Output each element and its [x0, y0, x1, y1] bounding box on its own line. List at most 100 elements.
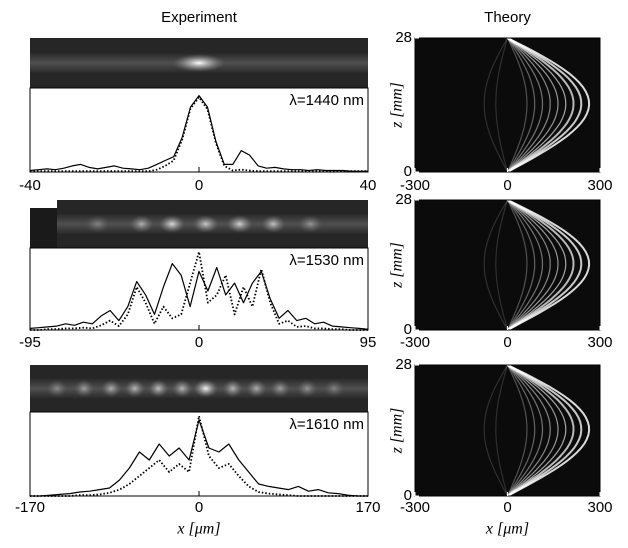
caustic-curve [507, 364, 591, 497]
y-tick-label: 28 [395, 356, 412, 373]
profile-line [29, 263, 369, 330]
camera-spot [261, 215, 286, 233]
camera-image-edge [30, 208, 57, 248]
plot-frame [29, 87, 369, 173]
y-tick-label: 28 [395, 191, 412, 208]
x-tick-label: -40 [19, 177, 41, 194]
camera-spot [192, 215, 219, 233]
caustic-curve [507, 199, 551, 331]
caustic-curve [506, 199, 536, 331]
camera-spot [193, 379, 218, 398]
x-tick-label: 0 [195, 499, 203, 516]
camera-spot [172, 379, 193, 398]
wavelength-annotation: λ=1610 nm [289, 416, 364, 433]
wavelength-annotation: λ=1530 nm [289, 252, 364, 269]
y-tick-label: 0 [404, 487, 412, 504]
camera-spot [298, 215, 323, 233]
y-axis-label: z [mm] [389, 82, 406, 129]
profile-line [30, 96, 368, 173]
y-tick-label: 0 [404, 321, 412, 338]
plot-frame [29, 247, 369, 331]
camera-spot [129, 215, 154, 233]
camera-spot [222, 379, 243, 398]
x-tick-label: -95 [19, 334, 41, 351]
y-axis-label: z [mm] [389, 408, 406, 455]
camera-spot [324, 379, 345, 398]
camera-spot [85, 215, 110, 233]
profile-line [29, 94, 368, 172]
x-tick-label: 0 [503, 177, 511, 194]
camera-spot [270, 379, 291, 398]
caustic-curve [507, 37, 544, 173]
x-tick-label: 0 [503, 334, 511, 351]
x-tick-label: 300 [587, 334, 612, 351]
y-tick-label: 0 [404, 163, 412, 180]
caustic-curve [483, 199, 509, 331]
caustic-curve [506, 37, 536, 173]
y-axis-label: z [mm] [389, 242, 406, 289]
x-tick-label: -300 [400, 177, 430, 194]
camera-spot [124, 379, 145, 398]
simulation-image [415, 200, 600, 330]
profile-line [30, 419, 368, 497]
x-tick-label: 300 [587, 499, 612, 516]
caustic-curve [495, 37, 509, 173]
caustic-curve [506, 199, 528, 331]
camera-spot [226, 215, 253, 233]
caustic-curve [495, 364, 509, 497]
caustic-curve [507, 364, 567, 497]
camera-spot [297, 379, 318, 398]
caustic-curve [507, 364, 551, 497]
camera-spot [158, 215, 185, 233]
plot-frame [29, 411, 369, 497]
x-tick-label: -170 [15, 499, 45, 516]
caustic-curve [507, 199, 559, 331]
wavelength-annotation: λ=1440 nm [289, 92, 364, 109]
caustic-curve [507, 199, 544, 331]
simulation-image [415, 38, 600, 172]
camera-spot [74, 379, 95, 398]
caustic-curve [483, 364, 509, 497]
x-tick-label: 0 [503, 499, 511, 516]
caustic-curve [506, 364, 583, 497]
camera-spot [148, 379, 169, 398]
caustic-curve [507, 364, 559, 497]
caustic-curve [507, 37, 551, 173]
x-axis-label: x [μm] [176, 521, 220, 538]
x-tick-label: -300 [400, 334, 430, 351]
caustic-curve [495, 199, 509, 331]
caustic-curve [507, 37, 591, 173]
camera-spot [47, 379, 68, 398]
caustic-curve [506, 37, 575, 173]
caustic-curve [507, 199, 567, 331]
caustic-curve [506, 37, 583, 173]
x-tick-label: 170 [355, 499, 380, 516]
caustic-curve [506, 199, 583, 331]
x-axis-label: x [μm] [485, 521, 529, 538]
x-tick-label: 0 [195, 334, 203, 351]
column-title: Theory [484, 9, 531, 26]
x-tick-label: 40 [360, 177, 377, 194]
caustic-curve [507, 199, 591, 331]
x-tick-label: 95 [360, 334, 377, 351]
camera-spot [173, 54, 225, 72]
caustic-curve [507, 364, 544, 497]
profile-line [30, 250, 368, 331]
caustic-curve [507, 37, 559, 173]
camera-spot [246, 379, 267, 398]
simulation-image [415, 365, 600, 496]
caustic-curve [507, 37, 567, 173]
camera-spot [101, 379, 122, 398]
x-tick-label: 300 [587, 177, 612, 194]
caustic-curve [483, 37, 509, 173]
profile-line [30, 415, 368, 497]
x-tick-label: -300 [400, 499, 430, 516]
column-title: Experiment [161, 9, 238, 26]
y-tick-label: 28 [395, 29, 412, 46]
caustic-curve [506, 364, 575, 497]
caustic-curve [506, 37, 528, 173]
x-tick-label: 0 [195, 177, 203, 194]
caustic-curve [506, 199, 575, 331]
caustic-curve [506, 364, 536, 497]
